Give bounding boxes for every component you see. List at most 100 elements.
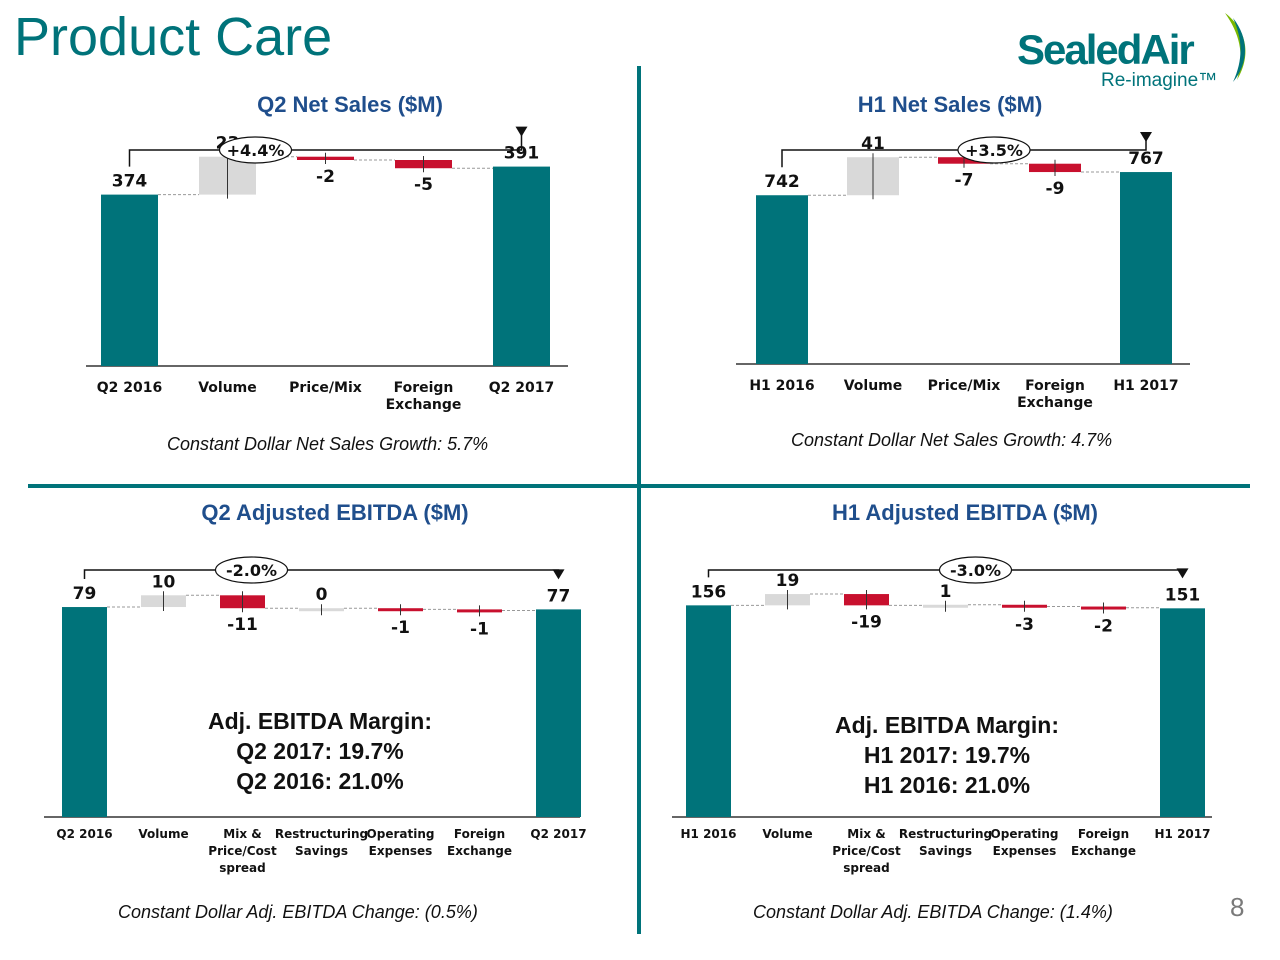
h1-ebitda-value-label-0: 156 [691, 582, 727, 602]
logo-swoosh-icon [1225, 13, 1246, 82]
h1-sales-bar-4 [1120, 172, 1172, 364]
q2-ebitda-change-label: -2.0% [226, 561, 277, 580]
company-logo: SealedAir Re-imagine™ [1015, 8, 1255, 98]
h1-ebitda-change-badge [938, 556, 1013, 584]
logo-brand: SealedAir [1017, 26, 1195, 73]
q2-sales-category-label-2: Price/Mix [289, 380, 362, 396]
q2-ebitda-value-label-0: 79 [73, 584, 97, 604]
h1-ebitda-category-label-6: H1 2017 [1155, 827, 1211, 841]
q2-ebitda-note: Constant Dollar Adj. EBITDA Change: (0.5… [118, 902, 478, 922]
h1-ebitda-value-label-5: -2 [1094, 617, 1113, 637]
q2-ebitda-margin: Adj. EBITDA Margin: Q2 2017: 19.7% Q2 20… [170, 706, 470, 796]
h1-sales-category-label-4: H1 2017 [1113, 378, 1178, 394]
h1-ebitda-category-label-3: Savings [919, 844, 972, 858]
logo-tagline: Re-imagine™ [1101, 70, 1218, 91]
h1-ebitda-value-label-3: 1 [940, 582, 952, 602]
h1-ebitda-note: Constant Dollar Adj. EBITDA Change: (1.4… [753, 902, 1113, 922]
q2-sales-category-label-1: Volume [198, 380, 257, 396]
q2-sales-value-label-4: 391 [504, 144, 540, 164]
h1-sales-category-label-0: H1 2016 [749, 378, 814, 394]
h1-ebitda-bar-6 [1160, 608, 1205, 817]
h1-sales-change-label: +3.5% [965, 141, 1023, 160]
margin-prior: Q2 2016: 21.0% [236, 768, 404, 794]
q2-ebitda-value-label-3: 0 [316, 585, 328, 605]
q2-sales-change-badge [218, 136, 293, 164]
h1-sales-title: H1 Net Sales ($M) [857, 92, 1043, 117]
h1-ebitda-category-label-2: Price/Cost [832, 844, 901, 858]
h1-sales-value-label-3: -9 [1046, 179, 1065, 199]
h1-sales-note: Constant Dollar Net Sales Growth: 4.7% [791, 430, 1113, 450]
h1-sales-category-label-3: Foreign [1025, 378, 1085, 394]
h1-sales-bar-0 [756, 195, 808, 364]
q2-sales-value-label-0: 374 [112, 172, 148, 192]
h1-ebitda-category-label-2: Mix & [847, 827, 885, 841]
q2-sales-note: Constant Dollar Net Sales Growth: 5.7% [167, 434, 489, 454]
margin-heading: Adj. EBITDA Margin: [834, 712, 1060, 738]
q2-sales-bracket-arrow-icon [515, 126, 528, 137]
q2-sales-value-label-3: -5 [414, 175, 433, 195]
q2-sales-category-label-3: Exchange [386, 397, 462, 413]
q2-ebitda-title: Q2 Adjusted EBITDA ($M) [201, 500, 469, 525]
q2-sales-category-label-0: Q2 2016 [97, 380, 162, 396]
h1-sales-category-label-1: Volume [844, 378, 903, 394]
margin-prior: H1 2016: 21.0% [863, 772, 1031, 798]
q2-sales-bar-4 [493, 166, 550, 366]
page-number: 8 [1230, 892, 1245, 922]
h1-sales-change-badge [957, 136, 1031, 164]
q2-ebitda-value-label-5: -1 [470, 619, 489, 639]
h1-ebitda-category-label-5: Foreign [1078, 827, 1129, 841]
q2-ebitda-category-label-4: Operating [367, 827, 435, 841]
q2-sales-change-bracket [128, 130, 523, 167]
horizontal-divider [28, 484, 1250, 488]
q2-sales-category-label-4: Q2 2017 [489, 380, 554, 396]
h1-ebitda-change-label: -3.0% [950, 561, 1001, 580]
h1-sales-value-label-4: 767 [1128, 149, 1164, 169]
q2-ebitda-category-label-2: Mix & [223, 827, 261, 841]
h1-sales-category-label-3: Exchange [1017, 395, 1093, 411]
q2-ebitda-value-label-4: -1 [391, 618, 410, 638]
h1-sales-value-label-2: -7 [955, 171, 974, 191]
q2-ebitda-category-label-3: Restructuring [275, 827, 368, 841]
q2-ebitda-category-label-5: Foreign [454, 827, 505, 841]
q2-sales-category-label-3: Foreign [394, 380, 454, 396]
q2-sales-bar-0 [101, 194, 158, 366]
h1-ebitda-category-label-4: Expenses [993, 844, 1057, 858]
q2-sales-title: Q2 Net Sales ($M) [257, 92, 443, 117]
vertical-divider [637, 66, 641, 934]
q2-ebitda-category-label-4: Expenses [369, 844, 433, 858]
h1-ebitda-value-label-6: 151 [1165, 585, 1201, 605]
q2-ebitda-category-label-0: Q2 2016 [56, 827, 112, 841]
h1-sales-value-label-1: 41 [861, 134, 885, 154]
h1-ebitda-title: H1 Adjusted EBITDA ($M) [831, 500, 1099, 525]
margin-current: Q2 2017: 19.7% [236, 738, 404, 764]
q2-ebitda-value-label-2: -11 [227, 615, 258, 635]
q2-ebitda-value-label-1: 10 [152, 572, 176, 592]
q2-ebitda-change-badge [214, 556, 289, 584]
q2-ebitda-bar-0 [62, 607, 107, 817]
h1-ebitda-category-label-3: Restructuring [899, 827, 992, 841]
h1-ebitda-category-label-1: Volume [762, 827, 812, 841]
q2-sales-value-label-2: -2 [316, 167, 335, 187]
q2-ebitda-category-label-2: spread [219, 861, 265, 875]
margin-current: H1 2017: 19.7% [863, 742, 1031, 768]
q2-ebitda-category-label-3: Savings [295, 844, 348, 858]
q2-ebitda-value-label-6: 77 [547, 586, 571, 606]
h1-ebitda-bracket-arrow-icon [1176, 568, 1189, 579]
h1-sales-bracket-arrow-icon [1140, 132, 1152, 143]
h1-ebitda-value-label-1: 19 [776, 571, 800, 591]
h1-sales-value-label-0: 742 [764, 172, 800, 192]
q2-sales-change-label: +4.4% [227, 141, 285, 160]
h1-ebitda-bar-0 [686, 605, 731, 817]
q2-ebitda-bar-6 [536, 609, 581, 817]
q2-ebitda-bracket-arrow-icon [552, 569, 565, 580]
q2-ebitda-category-label-5: Exchange [447, 844, 512, 858]
h1-ebitda-category-label-5: Exchange [1071, 844, 1136, 858]
h1-ebitda-category-label-2: spread [843, 861, 889, 875]
q2-ebitda-category-label-6: Q2 2017 [530, 827, 586, 841]
h1-ebitda-value-label-4: -3 [1015, 615, 1034, 635]
margin-heading: Adj. EBITDA Margin: [207, 708, 433, 734]
h1-ebitda-value-label-2: -19 [851, 612, 882, 632]
q2-ebitda-category-label-2: Price/Cost [208, 844, 277, 858]
h1-ebitda-category-label-4: Operating [991, 827, 1059, 841]
